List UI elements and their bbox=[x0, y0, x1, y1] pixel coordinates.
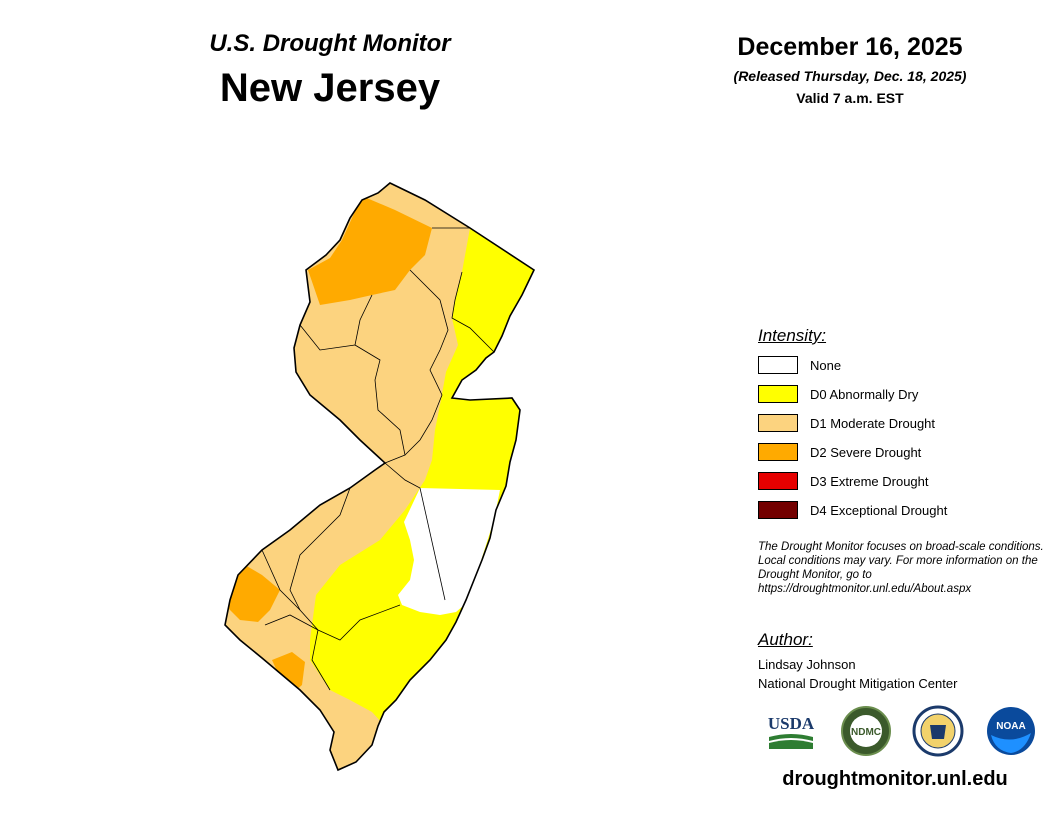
legend-item-d1: D1 Moderate Drought bbox=[758, 413, 935, 433]
site-url[interactable]: droughtmonitor.unl.edu bbox=[782, 768, 1008, 790]
drought-map bbox=[224, 182, 536, 772]
county-borders bbox=[261, 227, 495, 691]
map-subtitle: U.S. Drought Monitor bbox=[209, 30, 451, 57]
none-region bbox=[398, 488, 500, 615]
legend-label: D2 Severe Drought bbox=[810, 444, 922, 460]
legend-label: D4 Exceptional Drought bbox=[810, 502, 948, 518]
svg-text:NOAA: NOAA bbox=[996, 721, 1025, 732]
author-organization: National Drought Mitigation Center bbox=[758, 676, 958, 691]
doc-seal-logo bbox=[912, 705, 964, 757]
legend-label: None bbox=[810, 357, 842, 373]
map-title: New Jersey bbox=[219, 66, 441, 110]
legend-label: D3 Extreme Drought bbox=[810, 473, 929, 489]
legend-swatch bbox=[758, 443, 798, 461]
ndmc-logo: NDMC bbox=[841, 706, 891, 756]
legend-item-d4: D4 Exceptional Drought bbox=[758, 500, 947, 520]
noaa-logo: NOAA bbox=[987, 707, 1035, 755]
legend-item-none: None bbox=[758, 355, 841, 375]
legend-swatch bbox=[758, 385, 798, 403]
legend-label: D0 Abnormally Dry bbox=[810, 386, 919, 402]
usda-logo: USDA bbox=[768, 714, 815, 749]
legend-item-d2: D2 Severe Drought bbox=[758, 442, 921, 462]
legend-item-d3: D3 Extreme Drought bbox=[758, 471, 929, 491]
legend-item-d0: D0 Abnormally Dry bbox=[758, 384, 918, 404]
legend-swatch bbox=[758, 356, 798, 374]
author-name: Lindsay Johnson bbox=[758, 657, 856, 672]
release-date: (Released Thursday, Dec. 18, 2025) bbox=[733, 68, 967, 84]
d2-salem-region bbox=[228, 565, 280, 622]
legend-label: D1 Moderate Drought bbox=[810, 415, 936, 431]
state-outline bbox=[224, 182, 536, 772]
d2-cumberland-region bbox=[272, 652, 305, 692]
legend-swatch bbox=[758, 414, 798, 432]
author-heading: Author: bbox=[758, 630, 813, 649]
d2-northwest-region bbox=[308, 196, 432, 305]
svg-text:USDA: USDA bbox=[768, 714, 815, 733]
map-date: December 16, 2025 bbox=[737, 33, 963, 61]
legend-swatch bbox=[758, 472, 798, 490]
svg-text:NDMC: NDMC bbox=[851, 727, 881, 738]
legend-title: Intensity: bbox=[758, 326, 827, 345]
valid-time: Valid 7 a.m. EST bbox=[796, 90, 904, 106]
legend-swatch bbox=[758, 501, 798, 519]
disclaimer-note: The Drought Monitor focuses on broad-sca… bbox=[758, 541, 1044, 595]
